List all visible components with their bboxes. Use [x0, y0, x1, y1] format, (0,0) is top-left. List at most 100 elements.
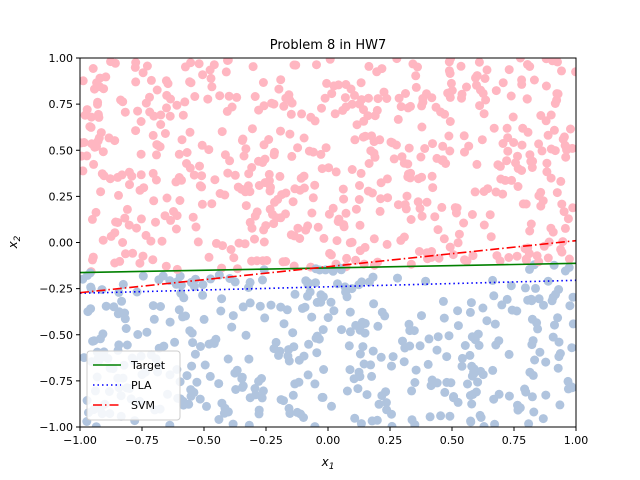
scatter-point-positive: [198, 70, 208, 80]
scatter-point-positive: [382, 94, 392, 103]
scatter-point-negative: [303, 280, 313, 289]
scatter-point-negative: [494, 336, 504, 346]
scatter-point-positive: [517, 75, 527, 85]
scatter-point-positive: [290, 184, 300, 194]
scatter-point-negative: [269, 344, 279, 354]
scatter-point-negative: [453, 306, 463, 316]
scatter-point-negative: [466, 416, 476, 426]
scatter-point-negative: [439, 313, 449, 323]
scatter-point-negative: [356, 419, 366, 427]
scatter-point-positive: [177, 175, 186, 185]
scatter-point-positive: [557, 66, 566, 76]
scatter-point-negative: [504, 391, 514, 401]
scatter-point-negative: [463, 379, 472, 389]
scatter-point-positive: [483, 184, 493, 194]
scatter-point-negative: [345, 365, 355, 375]
scatter-point-positive: [462, 82, 471, 92]
scatter-point-positive: [495, 256, 505, 266]
scatter-point-negative: [502, 294, 512, 304]
scatter-point-positive: [211, 238, 221, 248]
scatter-point-negative: [527, 340, 537, 350]
scatter-point-positive: [120, 213, 130, 223]
scatter-point-negative: [438, 296, 448, 306]
scatter-point-positive: [288, 197, 298, 207]
scatter-point-negative: [83, 307, 93, 317]
scatter-point-positive: [515, 58, 525, 63]
scatter-point-positive: [248, 62, 258, 72]
scatter-point-positive: [364, 93, 373, 103]
scatter-point-positive: [462, 256, 472, 266]
scatter-point-negative: [310, 422, 320, 427]
scatter-point-negative: [345, 327, 355, 337]
scatter-point-negative: [360, 318, 370, 328]
scatter-point-positive: [468, 251, 478, 261]
legend: Target PLA SVM: [86, 350, 181, 421]
scatter-point-negative: [367, 371, 377, 381]
scatter-point-positive: [396, 102, 406, 112]
scatter-point-negative: [214, 415, 224, 424]
scatter-point-negative: [227, 322, 237, 332]
scatter-point-positive: [544, 237, 554, 247]
scatter-point-positive: [479, 220, 489, 230]
scatter-point-negative: [182, 371, 192, 381]
y-axis-label: x2: [6, 235, 23, 249]
scatter-point-negative: [292, 407, 302, 417]
scatter-point-negative: [415, 341, 425, 351]
line-svm: [80, 239, 576, 294]
scatter-point-negative: [354, 367, 364, 377]
scatter-point-negative: [417, 311, 426, 321]
scatter-point-positive: [172, 211, 182, 221]
scatter-point-positive: [118, 238, 128, 247]
scatter-point-positive: [495, 161, 505, 171]
scatter-point-negative: [362, 390, 372, 400]
scatter-point-positive: [320, 93, 330, 103]
scatter-point-positive: [195, 181, 205, 191]
scatter-point-positive: [195, 161, 204, 171]
scatter-point-positive: [121, 249, 130, 259]
x-tick-label: 0.75: [502, 434, 527, 447]
x-tick-label: 1.00: [564, 434, 589, 447]
scatter-point-positive: [189, 170, 199, 180]
scatter-point-negative: [423, 359, 433, 369]
scatter-point-negative: [529, 407, 539, 417]
scatter-point-positive: [93, 109, 103, 119]
scatter-point-negative: [368, 346, 378, 356]
scatter-point-positive: [430, 212, 440, 222]
scatter-point-negative: [237, 372, 247, 382]
scatter-point-positive: [559, 207, 569, 217]
scatter-point-negative: [114, 340, 124, 350]
scatter-point-positive: [498, 78, 508, 88]
scatter-point-positive: [376, 194, 386, 204]
scatter-point-positive: [293, 223, 303, 233]
scatter-point-negative: [490, 319, 500, 329]
scatter-point-positive: [80, 138, 89, 147]
scatter-point-negative: [245, 298, 255, 308]
scatter-point-positive: [241, 201, 251, 211]
scatter-point-positive: [427, 171, 437, 181]
scatter-point-positive: [106, 231, 116, 241]
scatter-point-positive: [472, 159, 482, 169]
scatter-point-negative: [311, 278, 320, 288]
scatter-point-negative: [288, 328, 298, 338]
scatter-point-negative: [238, 302, 248, 312]
scatter-point-positive: [356, 78, 366, 88]
scatter-point-positive: [406, 101, 415, 111]
scatter-point-positive: [89, 159, 99, 169]
scatter-point-positive: [197, 199, 207, 209]
scatter-point-positive: [356, 168, 366, 178]
scatter-point-positive: [467, 210, 477, 219]
scatter-point-positive: [240, 239, 250, 249]
scatter-point-positive: [459, 218, 469, 228]
scatter-point-negative: [192, 377, 202, 387]
scatter-point-negative: [432, 345, 442, 355]
scatter-point-negative: [541, 390, 551, 400]
scatter-point-positive: [260, 178, 270, 188]
scatter-point-positive: [115, 256, 125, 266]
scatter-point-positive: [470, 187, 480, 197]
x-axis-label-base: x: [321, 455, 330, 469]
scatter-point-positive: [281, 188, 291, 198]
scatter-point-positive: [303, 221, 313, 231]
x-axis-ticks: −1.00 −0.75 −0.50 −0.25 0.00 0.25 0.50 0.75 1.00: [63, 427, 588, 447]
scatter-point-positive: [456, 61, 466, 71]
scatter-point-positive: [403, 172, 413, 182]
